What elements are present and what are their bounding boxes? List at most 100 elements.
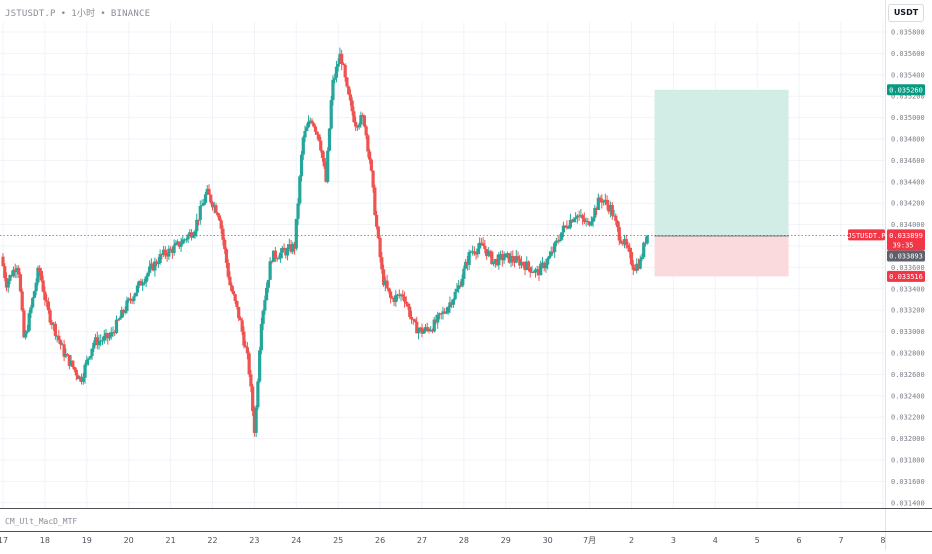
candle-body-down (411, 319, 415, 321)
candle-body-up (254, 407, 258, 433)
candle-body-down (46, 301, 50, 311)
candle-body-down (610, 204, 614, 216)
candle-body-down (341, 63, 346, 65)
candle-body-down (355, 126, 360, 128)
candle-body-up (135, 285, 140, 293)
candle-body-up (181, 239, 185, 244)
candle-body-up (25, 330, 30, 333)
price-tick-label: 0.034000 (891, 221, 925, 229)
candle-body-down (474, 253, 478, 255)
symbol-header: JSTUSDT.P • 1小时 • BINANCE (5, 6, 150, 19)
candle-body-up (186, 234, 190, 240)
candle-body-down (22, 310, 26, 338)
candle-body-down (376, 226, 380, 238)
candle-body-up (395, 294, 400, 296)
price-tick-label: 0.032200 (891, 414, 925, 422)
candle-body-up (476, 248, 480, 255)
candle-body-up (280, 247, 284, 253)
candle-body-up (179, 243, 183, 247)
candle-body-up (331, 79, 335, 101)
time-tick-label: 8 (880, 536, 885, 545)
time-tick-label: 3 (671, 536, 676, 545)
interval-label[interactable]: 1小时 (71, 9, 96, 19)
candle-body-down (155, 261, 159, 264)
candle-body-up (547, 255, 552, 259)
currency-button[interactable]: USDT (888, 4, 924, 22)
candle-body-down (350, 100, 354, 112)
candle-body-down (228, 276, 232, 286)
candle-body-up (635, 263, 639, 271)
candle-body-up (422, 331, 426, 334)
price-tick-label: 0.035200 (891, 93, 925, 101)
candle-body-down (74, 369, 78, 376)
candle-body-up (572, 219, 576, 223)
price-tick-label: 0.031400 (891, 499, 925, 507)
candle-body-up (441, 311, 445, 314)
price-tick-label: 0.032600 (891, 371, 925, 379)
candle-body-up (451, 299, 456, 305)
candle-body-down (512, 261, 517, 263)
candle-body-down (643, 242, 648, 244)
candle-body-up (455, 289, 459, 292)
candle-body-up (52, 323, 56, 325)
indicator-label[interactable]: CM_Ult_MacD_MTF (5, 517, 78, 526)
candle-body-down (20, 291, 24, 311)
candle-body-down (594, 207, 599, 210)
candle-body-down (177, 241, 181, 247)
candle-body-down (160, 254, 164, 256)
candle-body-up (8, 275, 12, 281)
candle-body-up (184, 239, 188, 241)
candle-body-down (619, 240, 623, 244)
candle-body-down (65, 354, 70, 356)
candle-body-down (165, 255, 169, 257)
candle-body-up (182, 239, 187, 241)
candle-body-up (561, 225, 566, 233)
time-tick-label: 19 (82, 536, 92, 545)
candle-body-up (64, 354, 68, 357)
candle-body-up (34, 282, 38, 292)
candle-body-up (540, 262, 545, 264)
time-axis: 17 18 19 20 21 22 23 24 25 26 27 28 29 30 7月 2 3 4 5 6 7 8 (0, 508, 932, 545)
candle-body-up (141, 283, 145, 286)
time-tick-label: 5 (755, 536, 760, 545)
candle-body-up (191, 235, 195, 238)
candle-body-up (258, 350, 262, 382)
candle-body-down (226, 262, 230, 277)
candle-body-down (364, 126, 368, 136)
candle-body-up (29, 307, 33, 314)
stop-zone (654, 236, 789, 277)
candle-body-up (202, 202, 206, 206)
candle-body-down (483, 245, 487, 250)
candle-body-up (544, 264, 548, 269)
price-tick-label: 0.033600 (891, 264, 925, 272)
candle-body-up (259, 324, 263, 351)
candle-body-up (294, 218, 298, 249)
candle-body-up (642, 242, 646, 258)
time-tick-label: 6 (797, 536, 802, 545)
candle-body-up (193, 231, 197, 236)
candle-body-down (59, 340, 63, 345)
candle-body-down (381, 269, 386, 286)
candle-body-down (577, 215, 581, 217)
entry-price-label-bg (887, 250, 925, 262)
candle-body-down (43, 291, 47, 301)
candle-body-down (214, 205, 218, 213)
countdown-label: 39:35 (892, 241, 913, 249)
candle-body-down (53, 323, 57, 336)
candle-body-up (327, 128, 332, 151)
candle-body-up (149, 263, 153, 267)
candle-body-down (238, 318, 243, 321)
candle-body-up (437, 313, 442, 315)
price-tick-label: 0.034200 (891, 200, 925, 208)
separator: • (100, 9, 106, 19)
candle-body-down (221, 228, 225, 240)
candle-body-up (158, 254, 162, 264)
candle-body-up (383, 280, 387, 286)
candle-body-down (570, 219, 574, 223)
target-price-label: 0.035260 (889, 86, 923, 94)
candle-body-up (97, 340, 101, 346)
candle-body-down (586, 220, 590, 222)
candle-body-up (174, 242, 178, 246)
candle-body-up (120, 309, 124, 318)
